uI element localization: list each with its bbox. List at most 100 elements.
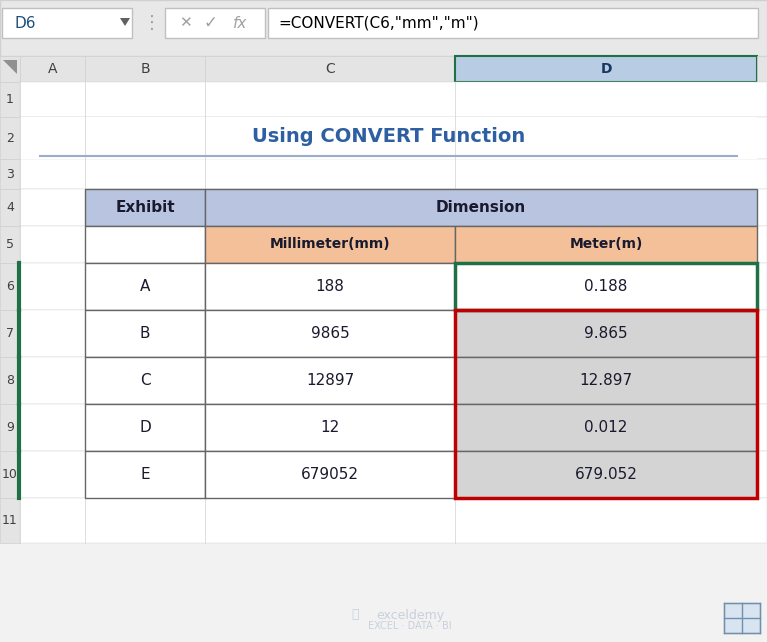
Bar xyxy=(455,451,757,498)
Bar xyxy=(165,8,265,38)
Bar xyxy=(20,451,767,498)
Text: B: B xyxy=(140,326,150,341)
Text: Millimeter(mm): Millimeter(mm) xyxy=(270,238,390,252)
Polygon shape xyxy=(3,60,17,74)
Bar xyxy=(85,357,205,404)
Text: A: A xyxy=(140,279,150,294)
Text: C: C xyxy=(325,62,335,76)
Bar xyxy=(455,404,757,451)
Bar xyxy=(205,189,757,226)
Bar xyxy=(85,310,205,357)
Text: 12.897: 12.897 xyxy=(579,373,633,388)
Bar xyxy=(20,357,767,404)
Text: A: A xyxy=(48,62,58,76)
Text: 0.012: 0.012 xyxy=(584,420,627,435)
Bar xyxy=(20,189,767,226)
Bar xyxy=(85,226,205,263)
Bar xyxy=(0,310,20,357)
Bar xyxy=(455,310,757,498)
Text: Using CONVERT Function: Using CONVERT Function xyxy=(252,126,525,146)
Text: Meter(m): Meter(m) xyxy=(569,238,643,252)
Bar xyxy=(455,310,757,357)
Bar xyxy=(0,498,20,543)
Text: 3: 3 xyxy=(6,168,14,180)
Text: C: C xyxy=(140,373,150,388)
Bar xyxy=(0,0,767,56)
Text: 10: 10 xyxy=(2,468,18,481)
Text: B: B xyxy=(140,62,150,76)
Bar xyxy=(0,82,20,117)
Bar xyxy=(85,189,205,226)
Bar xyxy=(205,226,455,263)
Bar xyxy=(268,8,758,38)
Text: 12: 12 xyxy=(321,420,340,435)
Text: 🔷: 🔷 xyxy=(351,609,359,621)
Bar xyxy=(0,357,20,404)
Bar xyxy=(20,263,767,310)
Text: exceldemy: exceldemy xyxy=(376,609,444,621)
Bar xyxy=(20,498,767,543)
Bar xyxy=(455,226,757,263)
Bar xyxy=(0,404,20,451)
Bar xyxy=(455,357,757,404)
Bar xyxy=(0,159,20,189)
Bar xyxy=(0,189,20,226)
Bar xyxy=(85,451,205,498)
Text: 7: 7 xyxy=(6,327,14,340)
Text: 6: 6 xyxy=(6,280,14,293)
Text: 11: 11 xyxy=(2,514,18,527)
Text: 4: 4 xyxy=(6,201,14,214)
Bar xyxy=(20,117,767,159)
Text: fx: fx xyxy=(233,15,247,31)
Text: 5: 5 xyxy=(6,238,14,251)
Bar xyxy=(0,451,20,498)
Bar xyxy=(455,263,757,310)
Text: 0.188: 0.188 xyxy=(584,279,627,294)
Bar xyxy=(85,404,205,451)
Text: =CONVERT(C6,"mm","m"): =CONVERT(C6,"mm","m") xyxy=(278,15,479,31)
Bar xyxy=(20,310,767,357)
Bar xyxy=(205,310,455,357)
Bar xyxy=(205,263,455,310)
Bar xyxy=(205,56,455,82)
Text: 8: 8 xyxy=(6,374,14,387)
Bar xyxy=(85,56,205,82)
Text: 1: 1 xyxy=(6,93,14,106)
Polygon shape xyxy=(120,18,130,26)
Text: D: D xyxy=(601,62,612,76)
Text: ⋮: ⋮ xyxy=(143,14,161,32)
Bar xyxy=(0,226,20,263)
Bar xyxy=(20,159,767,189)
Bar xyxy=(20,56,85,82)
Bar xyxy=(85,263,205,310)
Text: ✕: ✕ xyxy=(179,15,192,31)
Text: 9: 9 xyxy=(6,421,14,434)
Text: Exhibit: Exhibit xyxy=(115,200,175,215)
Bar xyxy=(205,357,455,404)
Bar xyxy=(724,603,760,633)
Bar xyxy=(0,56,20,82)
Bar xyxy=(205,404,455,451)
Bar xyxy=(20,226,767,263)
Bar xyxy=(455,56,757,82)
Text: 12897: 12897 xyxy=(306,373,354,388)
Bar xyxy=(757,56,767,82)
Text: 9865: 9865 xyxy=(311,326,350,341)
Text: EXCEL · DATA · BI: EXCEL · DATA · BI xyxy=(368,621,452,631)
Text: D6: D6 xyxy=(14,15,35,31)
Text: 188: 188 xyxy=(315,279,344,294)
Text: E: E xyxy=(140,467,150,482)
Text: 679052: 679052 xyxy=(301,467,359,482)
Text: D: D xyxy=(139,420,151,435)
Bar xyxy=(20,82,767,117)
Text: Dimension: Dimension xyxy=(436,200,526,215)
Text: 9.865: 9.865 xyxy=(584,326,628,341)
Bar xyxy=(455,263,757,310)
Bar xyxy=(2,8,132,38)
Text: ✓: ✓ xyxy=(203,14,217,32)
Bar xyxy=(0,263,20,310)
Bar xyxy=(20,117,757,159)
Text: 2: 2 xyxy=(6,132,14,144)
Bar xyxy=(0,117,20,159)
Bar xyxy=(20,404,767,451)
